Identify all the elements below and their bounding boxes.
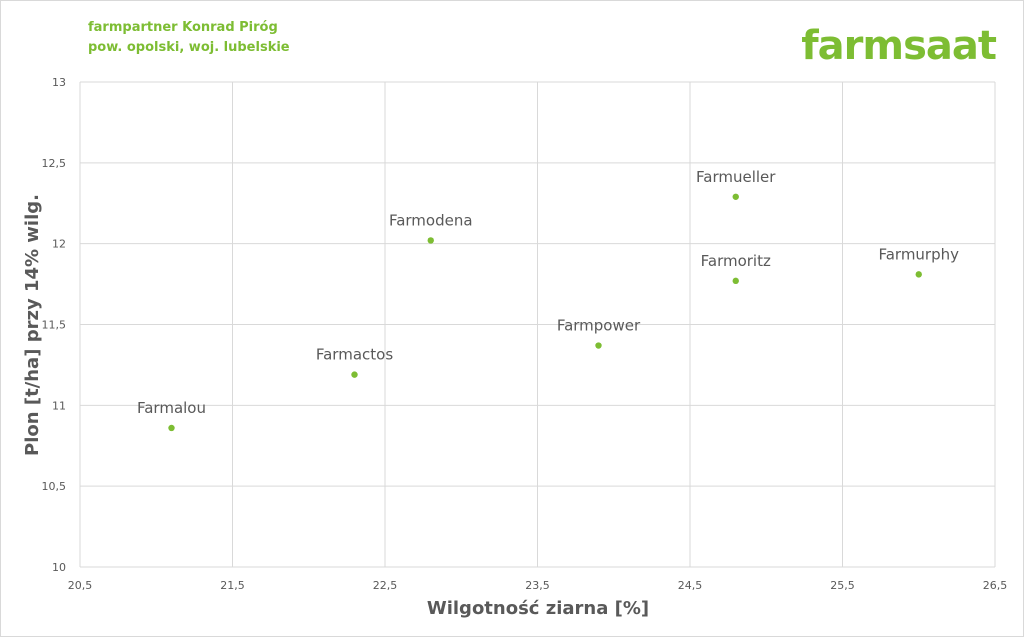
y-tick-label: 13 [52, 76, 66, 89]
x-axis-title: Wilgotność ziarna [%] [427, 598, 649, 619]
y-tick-label: 12 [52, 238, 66, 251]
data-point [732, 193, 739, 200]
x-tick-label: 24,5 [678, 579, 703, 592]
data-point [351, 371, 358, 378]
x-tick-label: 26,5 [983, 579, 1008, 592]
y-axis-title: Plon [t/ha] przy 14% wilg. [22, 194, 43, 456]
x-tick-label: 22,5 [373, 579, 398, 592]
data-point-label: Farmalou [137, 399, 206, 417]
data-points: Farmalou Farmactos Farmodena Farmpower Farmu… [137, 168, 959, 432]
data-point-label: Farmueller [696, 168, 776, 186]
data-point [168, 424, 175, 432]
y-tick-label: 10,5 [42, 480, 67, 493]
x-tick-label: 20,5 [68, 579, 93, 592]
farm-partner-name: farmpartner Konrad Piróg [88, 20, 278, 35]
data-point-label: Farmodena [389, 211, 473, 229]
data-point [915, 271, 922, 278]
y-tick-label: 11 [52, 399, 66, 412]
farm-location: pow. opolski, woj. lubelskie [88, 40, 290, 55]
farm-info: farmpartner Konrad Piróg pow. opolski, w… [88, 18, 290, 58]
data-point-label: Farmpower [557, 317, 641, 335]
x-tick-label: 21,5 [220, 579, 245, 592]
data-point-label: Farmoritz [701, 252, 771, 270]
data-point [595, 342, 602, 349]
data-point [427, 237, 434, 244]
y-tick-labels: 10 10,5 11 11,5 12 12,5 13 [42, 76, 67, 574]
x-tick-labels: 20,5 21,5 22,5 23,5 24,5 25,5 26,5 [68, 579, 1008, 592]
y-tick-label: 11,5 [42, 319, 67, 332]
x-tick-label: 23,5 [525, 579, 550, 592]
grid-lines [79, 81, 996, 568]
x-tick-label: 25,5 [830, 579, 855, 592]
brand-logo: farmsaat [801, 23, 997, 69]
data-point [732, 277, 739, 285]
y-tick-label: 12,5 [42, 157, 67, 170]
data-point-label: Farmurphy [878, 245, 959, 263]
y-tick-label: 10 [52, 561, 66, 574]
data-point-label: Farmactos [316, 346, 393, 364]
